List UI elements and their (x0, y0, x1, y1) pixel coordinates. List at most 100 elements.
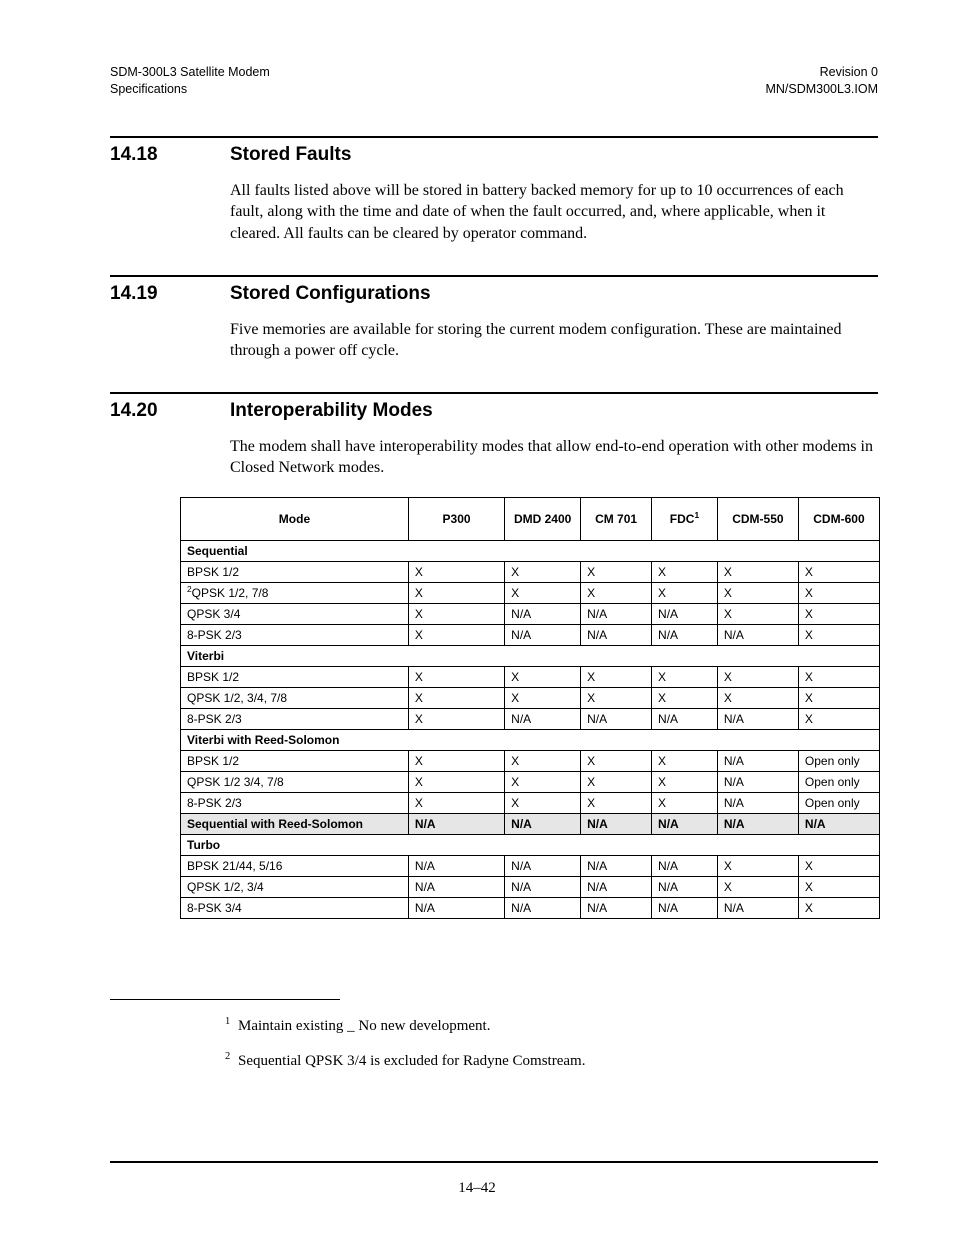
table-cell: X (798, 624, 879, 645)
table-cell: N/A (581, 813, 652, 834)
section-heading: 14.18 Stored Faults (110, 144, 878, 166)
table-cell-mode: QPSK 1/2, 3/4 (181, 876, 409, 897)
table-row: Sequential (181, 540, 880, 561)
table-row: Sequential with Reed-SolomonN/AN/AN/AN/A… (181, 813, 880, 834)
section-heading: 14.19 Stored Configurations (110, 283, 878, 305)
table-row: QPSK 1/2 3/4, 7/8XXXXN/AOpen only (181, 771, 880, 792)
footer-rule (110, 1161, 878, 1163)
table-cell: X (581, 561, 652, 582)
table-cell-mode: 8-PSK 3/4 (181, 897, 409, 918)
table-cell: N/A (798, 813, 879, 834)
section-title: Stored Faults (230, 144, 351, 166)
table-row: Viterbi (181, 645, 880, 666)
table-cell: X (581, 792, 652, 813)
header-right-line1: Revision 0 (820, 65, 878, 79)
table-cell-sup: 2 (187, 584, 192, 594)
table-cell: X (505, 561, 581, 582)
table-cell: N/A (505, 897, 581, 918)
footnote-text: Maintain existing _ No new development. (238, 1018, 490, 1034)
table-cell: X (652, 561, 718, 582)
table-cell: N/A (717, 750, 798, 771)
col-header-fdc: FDC1 (652, 497, 718, 540)
header-right-line2: MN/SDM300L3.IOM (765, 82, 878, 96)
table-cell: X (717, 561, 798, 582)
table-cell: X (408, 624, 504, 645)
table-cell: N/A (408, 876, 504, 897)
header-left-line1: SDM-300L3 Satellite Modem (110, 65, 270, 79)
table-cell: N/A (408, 855, 504, 876)
table-cell: N/A (408, 897, 504, 918)
table-cell: N/A (652, 603, 718, 624)
section-rule (110, 392, 878, 394)
table-cell: N/A (581, 876, 652, 897)
table-cell: N/A (652, 855, 718, 876)
table-cell: X (717, 687, 798, 708)
table-cell: N/A (717, 792, 798, 813)
table-cell: X (505, 750, 581, 771)
table-cell: X (798, 603, 879, 624)
col-header-cdm600: CDM-600 (798, 497, 879, 540)
table-cell: N/A (505, 813, 581, 834)
table-row: BPSK 1/2XXXXN/AOpen only (181, 750, 880, 771)
table-row: QPSK 1/2, 3/4, 7/8XXXXXX (181, 687, 880, 708)
table-cell: N/A (581, 624, 652, 645)
table-cell: N/A (505, 624, 581, 645)
table-subhead: Viterbi with Reed-Solomon (181, 729, 880, 750)
running-header: SDM-300L3 Satellite Modem Specifications… (110, 64, 878, 98)
table-cell: N/A (652, 708, 718, 729)
table-cell: N/A (717, 897, 798, 918)
table-cell: X (408, 561, 504, 582)
table-cell: X (505, 666, 581, 687)
table-cell-mode: BPSK 1/2 (181, 750, 409, 771)
section-heading: 14.20 Interoperability Modes (110, 400, 878, 422)
table-cell-mode: BPSK 1/2 (181, 666, 409, 687)
col-header-dmd: DMD 2400 (505, 497, 581, 540)
table-cell: N/A (717, 813, 798, 834)
col-header-cdm550: CDM-550 (717, 497, 798, 540)
table-cell: X (652, 582, 718, 603)
table-cell: X (581, 687, 652, 708)
table-cell: X (505, 582, 581, 603)
col-header-fdc-sup: 1 (694, 510, 699, 520)
table-row: 8-PSK 2/3XN/AN/AN/AN/AX (181, 624, 880, 645)
table-cell: N/A (505, 708, 581, 729)
table-cell: N/A (581, 708, 652, 729)
table-cell: X (581, 750, 652, 771)
col-header-fdc-label: FDC (670, 512, 695, 526)
table-row: Turbo (181, 834, 880, 855)
section-rule (110, 275, 878, 277)
table-cell: X (408, 750, 504, 771)
table-row: QPSK 1/2, 3/4N/AN/AN/AN/AXX (181, 876, 880, 897)
table-cell-mode: BPSK 1/2 (181, 561, 409, 582)
table-cell: N/A (581, 897, 652, 918)
page-number: 14–42 (0, 1180, 954, 1197)
footnote: 2 Sequential QPSK 3/4 is excluded for Ra… (225, 1053, 878, 1070)
table-cell: N/A (408, 813, 504, 834)
table-subhead: Turbo (181, 834, 880, 855)
table-cell: X (408, 771, 504, 792)
table-cell: N/A (652, 624, 718, 645)
table-cell-mode: 8-PSK 2/3 (181, 624, 409, 645)
table-cell: X (798, 876, 879, 897)
table-cell: X (798, 582, 879, 603)
table-subhead: Sequential with Reed-Solomon (181, 813, 409, 834)
table-row: Viterbi with Reed-Solomon (181, 729, 880, 750)
table-cell: Open only (798, 792, 879, 813)
col-header-mode: Mode (181, 497, 409, 540)
table-cell: X (408, 687, 504, 708)
table-cell: N/A (652, 813, 718, 834)
table-cell: X (408, 666, 504, 687)
table-cell: X (717, 603, 798, 624)
table-cell: N/A (717, 771, 798, 792)
table-row: 8-PSK 2/3XXXXN/AOpen only (181, 792, 880, 813)
section-body: The modem shall have interoperability mo… (230, 436, 878, 479)
section-title: Stored Configurations (230, 283, 431, 305)
table-row: 8-PSK 3/4N/AN/AN/AN/AN/AX (181, 897, 880, 918)
table-cell-mode: QPSK 1/2, 3/4, 7/8 (181, 687, 409, 708)
table-cell: X (581, 771, 652, 792)
header-left: SDM-300L3 Satellite Modem Specifications (110, 64, 270, 98)
table-cell-mode: 8-PSK 2/3 (181, 708, 409, 729)
table-cell: X (798, 855, 879, 876)
table-cell-mode: QPSK 1/2 3/4, 7/8 (181, 771, 409, 792)
interoperability-table: Mode P300 DMD 2400 CM 701 FDC1 CDM-550 C… (180, 497, 880, 919)
